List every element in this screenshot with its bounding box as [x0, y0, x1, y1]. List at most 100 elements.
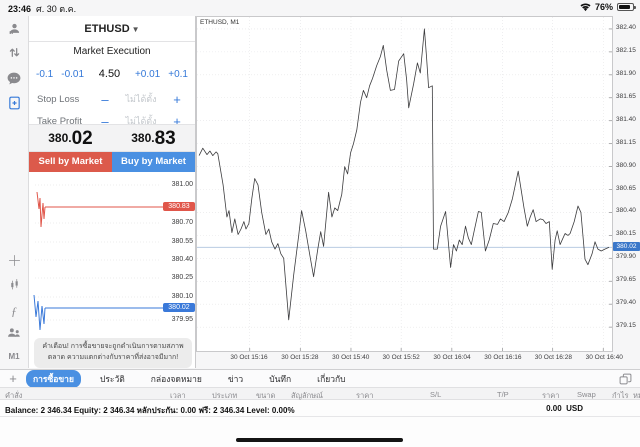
- home-indicator[interactable]: [236, 438, 403, 442]
- mini-price-label: 380.25: [171, 274, 193, 281]
- price-tick-label: 380.40: [616, 207, 636, 215]
- price-axis: 382.40 382.15 381.90 381.65 381.40 381.15 380.…: [613, 16, 640, 352]
- column-header: Swap: [577, 390, 596, 399]
- indicators-icon[interactable]: ƒ: [11, 304, 17, 318]
- quotes-icon[interactable]: [0, 22, 28, 35]
- take-profit-minus-button[interactable]: –: [101, 113, 109, 129]
- stop-loss-plus-button[interactable]: +: [173, 91, 181, 107]
- bid-price-badge: 380.02: [163, 303, 195, 312]
- tab-ประวัติ[interactable]: ประวัติ: [99, 373, 125, 384]
- orders-table-header: คำสั่ง เวลา ประเภท ขนาด สัญลักษณ์ ราคา S/L T/P ร…: [0, 387, 640, 400]
- column-header: ขนาด: [256, 391, 276, 400]
- volume-plus-0.1[interactable]: +0.1: [168, 68, 188, 80]
- battery-percent: 76%: [594, 2, 613, 12]
- take-profit-plus-button[interactable]: +: [173, 113, 181, 129]
- price-tick-label: 380.90: [616, 161, 636, 169]
- column-header: เวลา: [170, 391, 186, 400]
- tab-ข่าว[interactable]: ข่าว: [227, 373, 244, 384]
- price-tick-label: 381.15: [616, 138, 636, 146]
- price-tick-label: 382.40: [616, 23, 636, 31]
- time-tick-label: 30 Oct 16:40: [585, 354, 623, 361]
- status-date: ศ. 30 ต.ค.: [36, 4, 77, 14]
- tick-chart: 381.00 380.70 380.55 380.40 380.25 380.10 379.…: [29, 172, 197, 334]
- quote-prices: 380. 02 380. 83: [29, 124, 195, 152]
- column-header: T/P: [497, 390, 509, 399]
- price-tick-label: 382.15: [616, 46, 636, 54]
- mini-price-label: 380.55: [171, 238, 193, 245]
- bid-price: 380. 02: [48, 127, 93, 149]
- execution-mode-label: Market Execution: [73, 46, 151, 57]
- buy-by-market-button[interactable]: Buy by Market: [112, 152, 195, 172]
- time-tick-label: 30 Oct 16:28: [534, 354, 572, 361]
- chart-type-icon[interactable]: [0, 278, 28, 291]
- time-tick-label: 30 Oct 15:16: [230, 354, 268, 361]
- time-tick-label: 30 Oct 15:28: [281, 354, 319, 361]
- column-header: คำสั่ง: [5, 391, 23, 400]
- time-tick-label: 30 Oct 15:40: [332, 354, 370, 361]
- tab-บันทึก[interactable]: บันทึก: [269, 373, 292, 384]
- bottom-tab-bar: + การซื้อขาย ประวัติ กล่องจดหมาย ข่าว บันทึก…: [0, 369, 640, 388]
- battery-icon: [617, 3, 636, 11]
- mini-price-label: 380.70: [171, 219, 193, 226]
- new-order-icon[interactable]: [0, 96, 28, 110]
- chart-symbol-label: ETHUSD, M1: [200, 19, 240, 26]
- symbol-name: ETHUSD: [84, 23, 130, 35]
- column-header: สัญลักษณ์: [291, 391, 324, 400]
- chevron-down-icon: ▼: [131, 25, 140, 34]
- volume-minus-0.01[interactable]: -0.01: [61, 68, 85, 80]
- price-tick-label: 379.65: [616, 276, 636, 284]
- price-tick-label: 379.15: [616, 322, 636, 330]
- price-tick-label: 381.65: [616, 92, 636, 100]
- tab-กล่องจดหมาย[interactable]: กล่องจดหมาย: [150, 373, 202, 384]
- price-tick-label: 380.65: [616, 184, 636, 192]
- time-tick-label: 30 Oct 16:04: [433, 354, 471, 361]
- left-icon-rail: ƒ M1: [0, 16, 28, 368]
- stop-loss-row: Stop Loss – ไม่ได้ตั้ง +: [29, 88, 195, 110]
- bid-price-axis-badge: 380.02: [613, 242, 640, 252]
- trade-arrows-icon[interactable]: [0, 46, 28, 59]
- timeframe-button[interactable]: M1: [8, 352, 20, 361]
- column-header: กำไร: [612, 391, 629, 400]
- price-tick-label: 379.90: [616, 253, 636, 261]
- account-summary: Balance: 2 346.34 Equity: 2 346.34 หลักป…: [5, 406, 295, 415]
- price-tick-label: 380.15: [616, 230, 636, 238]
- profit-value: 0.00 USD: [546, 404, 583, 413]
- objects-icon[interactable]: [0, 326, 28, 339]
- clock: 23:46: [8, 4, 32, 14]
- mini-price-label: 381.00: [171, 181, 193, 188]
- crosshair-icon[interactable]: [0, 254, 28, 267]
- price-line-series: [198, 28, 610, 321]
- windows-icon[interactable]: [619, 373, 632, 385]
- take-profit-value[interactable]: ไม่ได้ตั้ง: [125, 116, 157, 126]
- volume-plus-0.01[interactable]: +0.01: [134, 68, 161, 80]
- stop-loss-minus-button[interactable]: –: [101, 91, 109, 107]
- mini-price-label: 380.40: [171, 256, 193, 263]
- status-bar: 23:46 ศ. 30 ต.ค. 76%: [0, 0, 640, 16]
- symbol-selector[interactable]: ETHUSD ▼: [29, 16, 195, 42]
- volume-minus-0.1[interactable]: -0.1: [36, 68, 54, 80]
- column-header: ประเภท: [212, 391, 238, 400]
- sell-by-market-button[interactable]: Sell by Market: [29, 152, 112, 172]
- stop-loss-value[interactable]: ไม่ได้ตั้ง: [125, 94, 157, 104]
- price-tick-label: 379.40: [616, 299, 636, 307]
- time-tick-label: 30 Oct 15:52: [382, 354, 420, 361]
- tab-การซื้อขาย[interactable]: การซื้อขาย: [26, 369, 81, 388]
- wifi-icon: [580, 2, 591, 12]
- execution-warning: คำเตือน! การซื้อขายจะถูกดำเนินการตามสภาพ…: [34, 338, 192, 368]
- ask-price-badge: 380.83: [163, 202, 195, 211]
- price-chart[interactable]: ETHUSD, M1: [196, 16, 613, 352]
- price-tick-label: 381.40: [616, 115, 636, 123]
- column-header: หมายเหตุ: [633, 391, 640, 400]
- column-header: ราคา: [542, 391, 560, 400]
- tab-เกี่ยวกับ[interactable]: เกี่ยวกับ: [317, 373, 346, 384]
- trade-panel: ETHUSD ▼ Market Execution -0.1 -0.01 4.50…: [28, 16, 196, 368]
- add-order-button[interactable]: +: [9, 371, 17, 386]
- price-tick-label: 381.90: [616, 69, 636, 77]
- volume-value[interactable]: 4.50: [98, 68, 121, 80]
- ask-price: 380. 83: [131, 127, 176, 149]
- take-profit-label: Take Profit: [37, 115, 82, 127]
- column-header: ราคา: [356, 391, 374, 400]
- chat-icon[interactable]: [0, 72, 28, 85]
- column-header: S/L: [430, 390, 442, 399]
